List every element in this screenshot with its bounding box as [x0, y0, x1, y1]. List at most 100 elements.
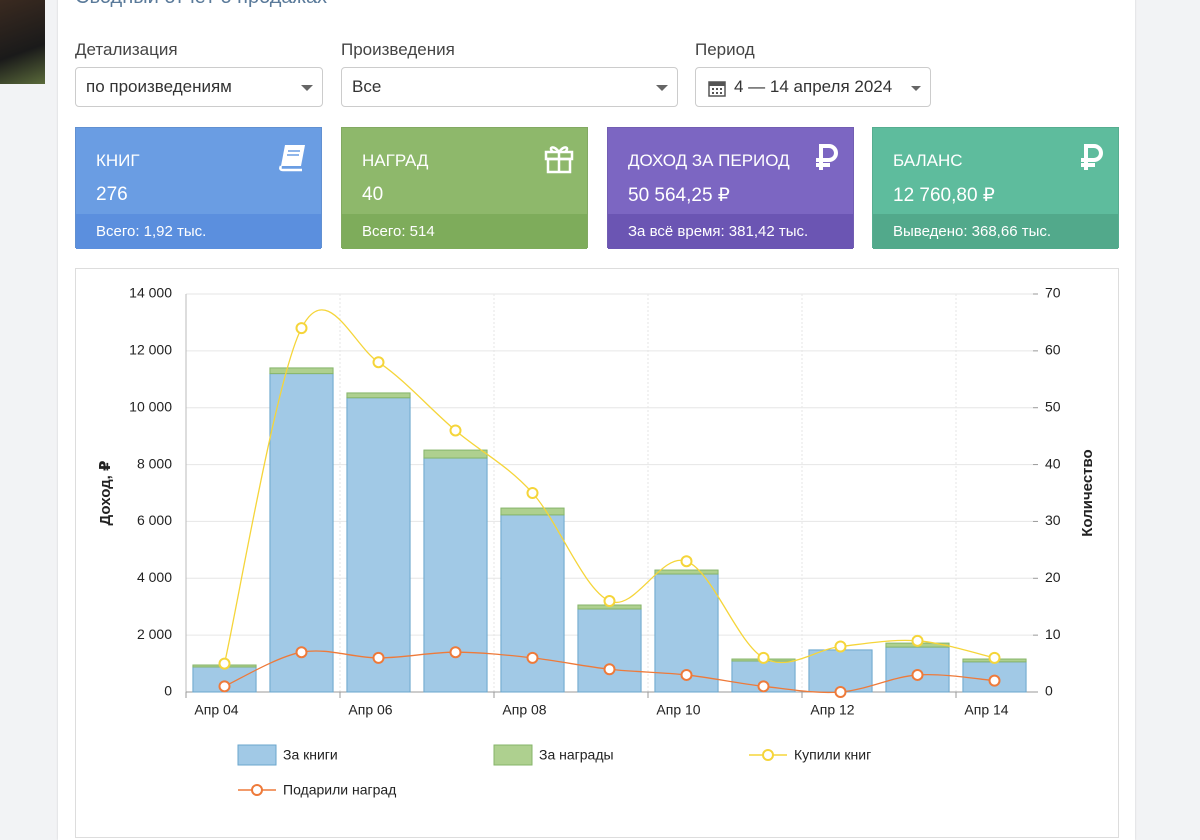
date-value: 4 — 14 апреля 2024 — [734, 77, 893, 96]
point — [988, 674, 1001, 687]
card-title: НАГРАД — [362, 151, 429, 170]
y2-tick-label: 40 — [1045, 455, 1061, 471]
point — [603, 595, 616, 608]
bar — [423, 449, 488, 459]
stat-card: БАЛАНС 12 760,80 ₽ Выведено: 368,66 тыс. — [872, 127, 1119, 249]
point — [911, 668, 924, 681]
point — [449, 424, 462, 437]
point — [218, 680, 231, 693]
x-tick-label: Апр 10 — [656, 702, 700, 718]
point — [757, 680, 770, 693]
card-footer: Всего: 514 — [342, 214, 587, 249]
ruble-icon — [1081, 144, 1103, 170]
chart-container: 0 2 000 4 000 6 000 8 000 10 000 12 000 14 000 0… — [75, 268, 1119, 838]
bar — [808, 649, 873, 693]
filter-label: Период — [695, 40, 755, 59]
card-footer: За всё время: 381,42 тыс. — [608, 214, 853, 249]
y-tick-label: 0 — [164, 683, 172, 699]
x-tick-label: Апр 14 — [964, 702, 1008, 718]
point — [372, 356, 385, 369]
y-tick-label: 10 000 — [129, 398, 172, 414]
bar — [500, 514, 565, 693]
point — [218, 657, 231, 670]
legend-marker — [762, 749, 774, 761]
y2-tick-label: 20 — [1045, 569, 1061, 585]
legend-swatch — [493, 744, 533, 766]
legend-label: За награды — [539, 747, 614, 763]
point — [988, 651, 1001, 664]
point — [911, 634, 924, 647]
stat-card: КНИГ 276 Всего: 1,92 тыс. — [75, 127, 322, 249]
caret — [301, 85, 313, 91]
x-tick-label: Апр 08 — [502, 702, 546, 718]
y2-tick-label: 30 — [1045, 512, 1061, 528]
stat-card: ДОХОД ЗА ПЕРИОД 50 564,25 ₽ За всё время… — [607, 127, 854, 249]
point — [526, 487, 539, 499]
card-value: 40 — [362, 184, 384, 205]
bar — [346, 397, 411, 693]
y2-axis-title: Количество — [1079, 449, 1096, 536]
gift-icon — [544, 146, 574, 174]
x-tick-label: Апр 04 — [194, 702, 238, 718]
point — [449, 646, 462, 659]
y-tick-label: 12 000 — [129, 342, 172, 358]
filter-label: Детализация — [75, 40, 178, 59]
y-tick-label: 6 000 — [137, 512, 172, 528]
y-tick-label: 8 000 — [137, 455, 172, 471]
bar — [577, 608, 642, 693]
point — [680, 668, 693, 681]
select-value: Все — [352, 77, 382, 96]
point — [834, 640, 847, 653]
book-icon — [279, 145, 305, 172]
y-tick-label: 4 000 — [137, 569, 172, 585]
select[interactable]: по произведениям — [75, 67, 323, 107]
caret — [656, 85, 668, 91]
select[interactable]: Все — [341, 67, 678, 107]
legend-marker — [251, 784, 263, 796]
point — [295, 646, 308, 659]
stat-card: НАГРАД 40 Всего: 514 — [341, 127, 588, 249]
card-footer: Всего: 1,92 тыс. — [76, 214, 321, 249]
bar — [346, 392, 411, 399]
point — [526, 651, 539, 664]
y2-tick-label: 60 — [1045, 342, 1061, 358]
bar — [269, 373, 334, 693]
date-picker[interactable]: 4 — 14 апреля 2024 — [695, 67, 931, 107]
bar — [654, 569, 719, 575]
legend-swatch — [237, 744, 277, 766]
select-value: по произведениям — [86, 77, 232, 96]
y-tick-label: 14 000 — [129, 285, 172, 301]
point — [834, 686, 847, 698]
chart: 0 2 000 4 000 6 000 8 000 10 000 12 000 14 000 0… — [97, 285, 1096, 798]
legend-label: Купили книг — [794, 747, 871, 763]
legend-label: За книги — [283, 747, 338, 763]
card-title: КНИГ — [96, 151, 140, 170]
y-axis-title: Доход, ₽ — [97, 461, 114, 526]
card-value: 12 760,80 ₽ — [893, 185, 995, 206]
thumbnail — [0, 0, 45, 84]
ruble-icon — [816, 144, 838, 170]
y2-tick-label: 70 — [1045, 285, 1061, 301]
filter-label: Произведения — [341, 40, 455, 59]
card-footer: Выведено: 368,66 тыс. — [873, 214, 1118, 249]
card-title: ДОХОД ЗА ПЕРИОД — [628, 151, 790, 170]
calendar-icon — [708, 81, 726, 97]
y-tick-label: 2 000 — [137, 626, 172, 642]
y2-tick-label: 0 — [1045, 683, 1053, 699]
point — [757, 651, 770, 664]
y2-tick-label: 50 — [1045, 398, 1061, 414]
x-tick-label: Апр 12 — [810, 702, 854, 718]
caret — [911, 86, 921, 91]
point — [295, 322, 308, 335]
card-title: БАЛАНС — [893, 151, 963, 170]
bar — [500, 507, 565, 516]
point — [372, 651, 385, 664]
card-value: 50 564,25 ₽ — [628, 185, 730, 206]
page-title: Сводный отчёт о продажах — [75, 0, 327, 9]
point — [603, 663, 616, 676]
card-value: 276 — [96, 184, 128, 205]
y2-tick-label: 10 — [1045, 626, 1061, 642]
point — [680, 555, 693, 568]
